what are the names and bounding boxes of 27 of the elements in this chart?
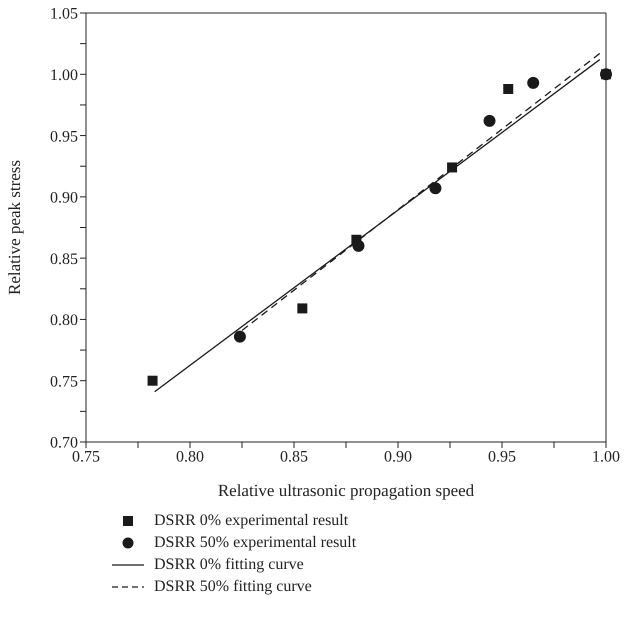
point — [429, 182, 442, 194]
y-tick-label: 1.00 — [50, 66, 78, 84]
x-tick-label: 0.90 — [384, 448, 412, 466]
y-tick-label: 0.80 — [50, 312, 78, 330]
x-axis-title: Relative ultrasonic propagation speed — [218, 481, 475, 500]
y-tick-label: 0.85 — [50, 250, 78, 268]
point — [148, 376, 158, 386]
point — [297, 303, 308, 314]
x-tick-label: 1.00 — [592, 448, 620, 466]
x-tick-label: 0.95 — [488, 448, 516, 466]
point — [527, 76, 540, 89]
y-tick-label: 1.05 — [50, 6, 78, 23]
point — [234, 330, 246, 343]
x-tick-label: 0.85 — [280, 448, 308, 466]
y-tick-label: 0.95 — [50, 128, 78, 146]
point — [484, 114, 496, 127]
x-tick-label: 0.80 — [176, 448, 204, 466]
y-tick-label: 0.75 — [50, 373, 78, 390]
y-tick-label: 0.90 — [50, 190, 78, 207]
legend-label: DSRR 0% experimental result — [154, 512, 348, 530]
y-axis-title: Relative peak stress — [5, 160, 24, 296]
legend-label: DSRR 0% fitting curve — [154, 556, 304, 574]
legend-label: DSRR 50% fitting curve — [154, 578, 312, 596]
point — [447, 162, 458, 172]
point — [503, 84, 514, 94]
legend-label: DSRR 50% experimental result — [154, 534, 356, 552]
point — [351, 234, 362, 245]
